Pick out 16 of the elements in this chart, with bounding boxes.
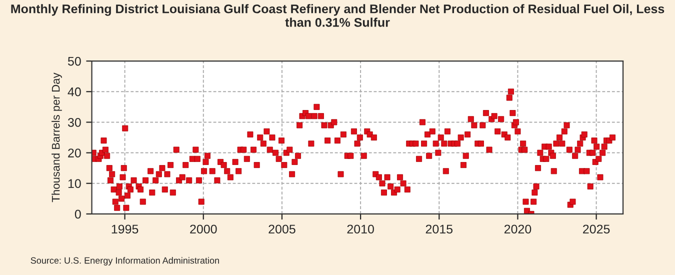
x-tick-label: 2000 <box>190 224 217 234</box>
y-tick-label: 30 <box>68 118 81 127</box>
x-tick-label: 2005 <box>268 224 296 234</box>
y-axis-title: Thousand Barrels per Day <box>52 72 62 202</box>
y-tick-label: 20 <box>68 148 81 158</box>
y-tick-label: 40 <box>68 87 81 96</box>
y-tick-label: 0 <box>74 210 81 219</box>
x-tick-label: 1995 <box>112 224 138 234</box>
source-note: Source: U.S. Energy Information Administration <box>30 257 219 266</box>
x-tick-label: 2015 <box>426 224 453 234</box>
x-tick-label: 2020 <box>504 224 532 234</box>
chart-title: Monthly Refining District Louisiana Gulf Coast Refinery and Blender Net Production of Residual Fuel Oil, Less than 0.31% Sulfur <box>11 4 664 27</box>
y-tick-label: 50 <box>68 56 81 66</box>
x-tick-label: 2010 <box>347 224 374 234</box>
y-tick-label: 10 <box>68 179 81 188</box>
x-tick-label: 2025 <box>583 224 610 234</box>
